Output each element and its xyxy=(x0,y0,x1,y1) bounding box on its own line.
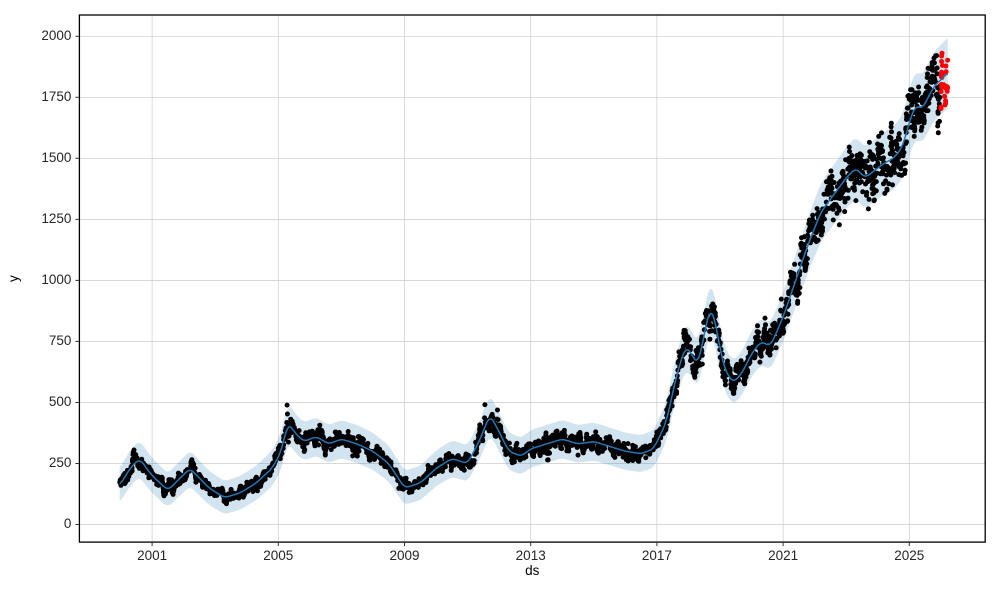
svg-text:250: 250 xyxy=(49,455,72,470)
svg-text:2013: 2013 xyxy=(516,548,546,563)
svg-text:2009: 2009 xyxy=(389,548,419,563)
svg-text:500: 500 xyxy=(49,394,72,409)
svg-text:1500: 1500 xyxy=(41,150,71,165)
svg-text:0: 0 xyxy=(64,516,72,531)
svg-text:2017: 2017 xyxy=(642,548,672,563)
svg-text:2001: 2001 xyxy=(137,548,167,563)
svg-text:2021: 2021 xyxy=(768,548,798,563)
svg-text:2005: 2005 xyxy=(263,548,293,563)
svg-text:y: y xyxy=(6,275,21,282)
svg-text:750: 750 xyxy=(49,333,72,348)
svg-text:2025: 2025 xyxy=(894,548,924,563)
svg-text:1250: 1250 xyxy=(41,211,71,226)
svg-text:1750: 1750 xyxy=(41,89,71,104)
svg-text:ds: ds xyxy=(525,563,540,578)
svg-text:2000: 2000 xyxy=(41,28,71,43)
svg-text:1000: 1000 xyxy=(41,272,71,287)
